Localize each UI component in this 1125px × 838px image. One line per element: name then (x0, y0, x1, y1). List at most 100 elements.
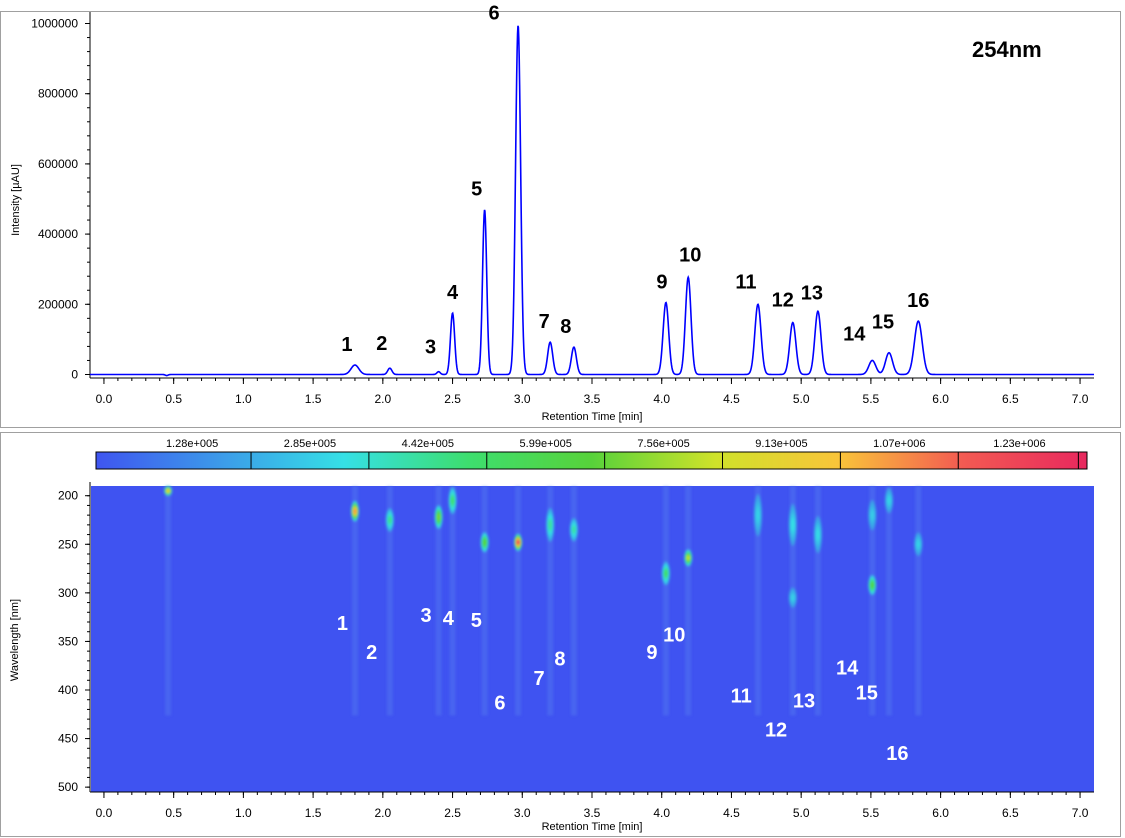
bottom-x-tick-label-12: 6.0 (932, 806, 949, 820)
top-x-tick-label-5: 2.5 (444, 392, 461, 406)
heatmap-hotspot-level (166, 488, 170, 493)
heatmap-peak-label-6: 6 (494, 692, 505, 714)
top-peak-label-3: 3 (425, 337, 436, 359)
heatmap-streak-6 (515, 486, 522, 716)
bottom-x-axis-title: Retention Time [min] (542, 821, 643, 833)
heatmap-peak-label-5: 5 (471, 610, 482, 632)
bottom-x-tick-label-9: 4.5 (723, 806, 740, 820)
top-peak-label-12: 12 (772, 290, 794, 312)
top-peak-label-6: 6 (489, 2, 500, 24)
heatmap-hotspot-level (870, 510, 875, 520)
heatmap-hotspot-8 (569, 517, 578, 542)
top-x-tick-label-2: 1.0 (235, 392, 252, 406)
top-peak-label-8: 8 (560, 316, 571, 338)
bottom-x-tick-label-11: 5.5 (863, 806, 880, 820)
top-x-tick-label-8: 4.0 (653, 392, 670, 406)
bottom-x-tick-label-7: 3.5 (584, 806, 601, 820)
bottom-y-tick-label-6: 500 (58, 780, 78, 794)
heatmap-streak-15 (886, 486, 893, 716)
top-y-tick-label-2: 400000 (38, 227, 78, 241)
heatmap-hotspot-level (870, 582, 875, 588)
heatmap-hotspot-3 (434, 505, 443, 529)
heatmap-hotspot-level (756, 509, 760, 522)
heatmap-hotspot-9 (661, 561, 670, 586)
heatmap-streak-14 (869, 486, 876, 716)
top-x-tick-label-7: 3.5 (584, 392, 601, 406)
bottom-x-tick-label-6: 3.0 (514, 806, 531, 820)
heatmap-streak-0 (165, 486, 172, 716)
bottom-x-tick-label-0: 0.0 (96, 806, 113, 820)
bottom-x-tick-label-13: 6.5 (1002, 806, 1019, 820)
heatmap-peak-label-12: 12 (765, 720, 787, 742)
heatmap-hotspot-5 (480, 532, 489, 553)
heatmap-peak-label-15: 15 (856, 683, 878, 705)
bottom-x-tick-label-2: 1.0 (235, 806, 252, 820)
bottom-y-tick-label-0: 200 (58, 489, 78, 503)
top-peak-label-7: 7 (539, 311, 550, 333)
heatmap-peak-label-11: 11 (731, 686, 752, 708)
top-panel-frame (0, 11, 1121, 428)
top-peak-label-16: 16 (907, 290, 929, 312)
heatmap-streak-8 (570, 486, 577, 716)
heatmap-hotspot-12 (788, 503, 797, 547)
top-y-tick-label-3: 600000 (38, 157, 78, 171)
colorbar-tick-label-4: 7.56e+005 (637, 438, 689, 450)
heatmap-hotspot-level (436, 513, 441, 521)
top-x-tick-label-14: 7.0 (1072, 392, 1089, 406)
heatmap-hotspot-16 (868, 499, 877, 531)
bottom-x-tick-label-3: 1.5 (305, 806, 322, 820)
heatmap-hotspot-0 (164, 485, 173, 496)
top-peak-label-14: 14 (843, 323, 866, 345)
heatmap-hotspot-level (791, 518, 795, 531)
colorbar-tick-label-5: 9.13e+005 (755, 438, 807, 450)
heatmap-hotspot-1 (350, 501, 359, 522)
heatmap-hotspot-13 (788, 587, 797, 608)
heatmap-hotspot-level (572, 526, 576, 534)
top-peak-label-5: 5 (471, 179, 482, 201)
heatmap-streak-4 (449, 486, 456, 716)
top-x-tick-label-0: 0.0 (96, 392, 113, 406)
heatmap-hotspot-17 (884, 487, 894, 514)
heatmap-hotspot-level (664, 570, 668, 577)
bottom-y-tick-label-3: 350 (58, 634, 78, 648)
bottom-x-tick-label-14: 7.0 (1072, 806, 1089, 820)
top-peak-label-15: 15 (872, 312, 894, 334)
bottom-x-tick-label-4: 2.0 (374, 806, 391, 820)
top-x-tick-label-1: 0.5 (165, 392, 182, 406)
heatmap-hotspot-18 (914, 532, 923, 557)
heatmap-streak-16 (915, 486, 922, 716)
chromatogram-254nm-chart: 254nm Intensity [µAU] Retention Time [mi… (0, 2, 1121, 428)
heatmap-hotspot-level (388, 516, 392, 524)
heatmap-hotspot-11 (753, 493, 762, 537)
heatmap-peak-label-9: 9 (646, 642, 657, 664)
top-peak-label-9: 9 (656, 272, 667, 294)
heatmap-hotspot-level (450, 496, 455, 505)
heatmap-hotspot-level (816, 529, 820, 540)
heatmap-hotspot-level (887, 496, 891, 505)
heatmap-hotspot-6 (514, 533, 523, 551)
top-peak-label-2: 2 (376, 333, 387, 355)
bottom-y-tick-label-5: 450 (58, 732, 78, 746)
top-x-tick-label-12: 6.0 (932, 392, 949, 406)
top-peak-label-10: 10 (679, 244, 701, 266)
colorbar-tick-label-2: 4.42e+005 (402, 438, 454, 450)
heatmap-peak-label-10: 10 (663, 624, 685, 646)
heatmap-hotspot-10 (684, 549, 693, 567)
heatmap-streak-7 (547, 486, 554, 716)
heatmap-peak-label-2: 2 (366, 642, 377, 664)
heatmap-peak-label-7: 7 (533, 668, 544, 690)
heatmap-hotspot-level (916, 540, 921, 548)
colorbar-tick-label-6: 1.07e+006 (873, 438, 925, 450)
heatmap-peak-label-14: 14 (836, 657, 859, 679)
heatmap-peak-label-8: 8 (554, 649, 565, 671)
heatmap-streak-2 (386, 486, 393, 716)
heatmap-hotspot-level (686, 555, 691, 561)
top-x-axis-title: Retention Time [min] (542, 411, 643, 423)
top-x-tick-label-4: 2.0 (374, 392, 391, 406)
heatmap-hotspot-level (353, 508, 357, 515)
colorbar-tick-label-1: 2.85e+005 (284, 438, 336, 450)
top-peak-label-13: 13 (801, 282, 823, 304)
heatmap-streak-5 (481, 486, 488, 716)
top-x-tick-label-6: 3.0 (514, 392, 531, 406)
